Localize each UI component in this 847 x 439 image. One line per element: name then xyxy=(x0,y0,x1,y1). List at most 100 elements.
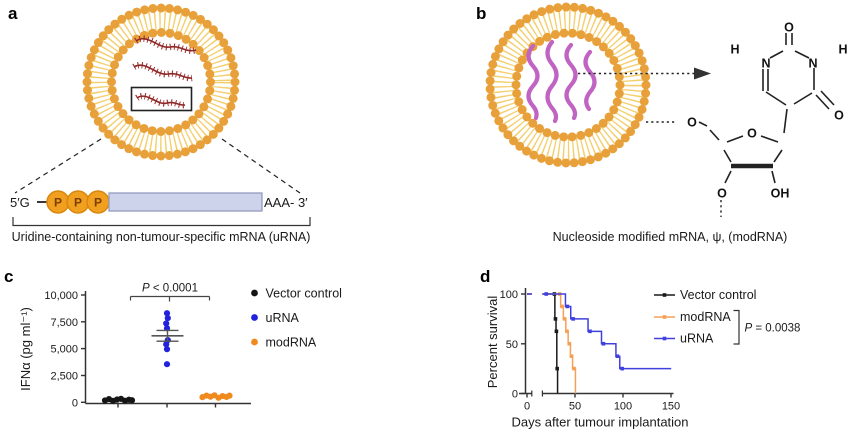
lipid-heads-outer-ring xyxy=(485,2,651,168)
curve-marker xyxy=(569,354,574,358)
d-survival-curves xyxy=(527,292,672,394)
atom-label: O xyxy=(717,187,727,201)
d-xtick: 0 xyxy=(524,401,530,413)
d-y-ticks xyxy=(521,293,526,395)
curve-marker xyxy=(553,317,558,321)
panel-b-caption: Nucleoside modified mRNA, ψ, (modRNA) xyxy=(553,230,788,244)
arrowhead-icon xyxy=(694,67,711,80)
atom-label: O xyxy=(687,116,697,130)
c-ytick: 0 xyxy=(72,397,78,409)
panel-label-d: d xyxy=(480,267,490,286)
curve-marker xyxy=(601,341,606,346)
callout-dash-left xyxy=(14,138,102,194)
atom-label: O xyxy=(834,109,844,123)
curve-marker xyxy=(567,341,572,346)
curve-marker xyxy=(571,317,575,321)
panel-label-c: c xyxy=(4,267,13,286)
legend-dot-urna xyxy=(251,314,258,321)
d-legend: Vector control modRNA uRNA P = 0.0038 xyxy=(654,288,800,346)
legend-marker-urna xyxy=(662,336,667,341)
curve-marker xyxy=(565,329,569,334)
bracket-underline xyxy=(12,217,311,227)
atom-label: H xyxy=(838,43,847,57)
mrna-construct-schematic: 5′G P P P AAA- 3′ Uridine-containing non… xyxy=(10,190,311,244)
d-xtick: 100 xyxy=(614,401,632,413)
survival-curve xyxy=(527,293,559,394)
phosphate-letter: P xyxy=(94,196,102,210)
curve-marker xyxy=(572,366,576,371)
liposome-a-icon xyxy=(82,3,240,161)
data-point xyxy=(163,361,171,368)
c-legend: Vector control uRNA modRNA xyxy=(251,286,342,349)
d-xtick: 50 xyxy=(569,401,581,413)
atom-label: N xyxy=(761,57,770,71)
legend-dot-modrna xyxy=(251,338,258,346)
c-p-value: P < 0.0001 xyxy=(142,283,198,295)
d-x-axis-label: Days after tumour implantation xyxy=(511,415,688,430)
c-significance-bracket xyxy=(129,295,211,302)
d-ytick: 0 xyxy=(512,388,518,400)
legend-label-vector-control: Vector control xyxy=(680,288,756,302)
liposome-b-icon xyxy=(485,2,651,168)
curve-marker xyxy=(560,304,564,309)
c-ytick: 7,500 xyxy=(50,317,78,329)
data-point xyxy=(164,314,171,322)
d-significance-bracket xyxy=(733,309,740,345)
d-xtick: 150 xyxy=(662,401,680,413)
c-data-points xyxy=(101,310,233,404)
curve-marker xyxy=(620,366,624,371)
d-p-value: P = 0.0038 xyxy=(745,323,801,335)
curve-marker xyxy=(588,329,592,334)
atom-label: N xyxy=(808,57,817,71)
d-y-axis-label: Percent survival xyxy=(485,296,500,389)
curve-marker xyxy=(615,354,620,358)
panel-label-a: a xyxy=(8,4,18,23)
d-ytick: 50 xyxy=(506,339,518,351)
lipid-heads-outer-ring xyxy=(82,3,240,161)
survival-curve xyxy=(527,293,672,370)
legend-marker-modrna xyxy=(662,315,667,319)
c-y-axis-label: IFNα (pg ml⁻¹) xyxy=(18,307,33,391)
panel-a: a 5′G P P P xyxy=(8,3,311,244)
panel-b: b xyxy=(476,2,847,244)
lipid-heads-inner-ring xyxy=(107,28,215,136)
curve-marker xyxy=(544,292,549,296)
legend-label-modrna: modRNA xyxy=(680,310,731,324)
atom-label: O xyxy=(747,127,757,141)
curve-marker xyxy=(562,317,567,321)
legend-label-urna: uRNA xyxy=(266,311,300,325)
poly-a-tail-label: AAA- 3′ xyxy=(264,195,308,210)
legend-label-vector-control: Vector control xyxy=(266,286,342,300)
phosphate-letter: P xyxy=(74,196,82,210)
atom-label: O xyxy=(784,21,794,35)
inset-highlight-box xyxy=(130,86,193,112)
data-point xyxy=(163,320,170,327)
panel-d: d Percent survival 100 50 0 0 50 100 150… xyxy=(480,267,800,430)
panel-c: c IFNα (pg ml⁻¹) 10,000 7,500 5,000 2,50… xyxy=(4,267,342,409)
c-group-ticks xyxy=(117,403,217,408)
d-x-ticks xyxy=(526,393,672,398)
legend-label-modrna: modRNA xyxy=(266,335,317,349)
data-point xyxy=(163,310,171,317)
lipid-tails-ring xyxy=(87,8,235,156)
atom-label: H xyxy=(730,43,739,57)
d-ytick: 100 xyxy=(500,289,518,301)
urna-strands-icon xyxy=(132,35,197,109)
five-prime-cap-label: 5′G xyxy=(10,195,30,210)
curve-marker xyxy=(565,304,570,309)
data-point xyxy=(163,341,170,348)
c-ytick: 10,000 xyxy=(44,290,78,302)
curve-marker xyxy=(554,329,559,334)
lipid-tails-ring xyxy=(490,7,646,163)
c-ytick: 5,000 xyxy=(50,344,78,356)
phosphate-letter: P xyxy=(54,196,62,210)
legend-dot-vector-control xyxy=(251,289,258,297)
curve-marker xyxy=(555,366,559,371)
lipid-heads-inner-ring xyxy=(511,28,625,142)
legend-label-urna: uRNA xyxy=(680,332,714,346)
pseudouridine-structure xyxy=(698,33,835,184)
modrna-strands-icon xyxy=(526,39,597,124)
